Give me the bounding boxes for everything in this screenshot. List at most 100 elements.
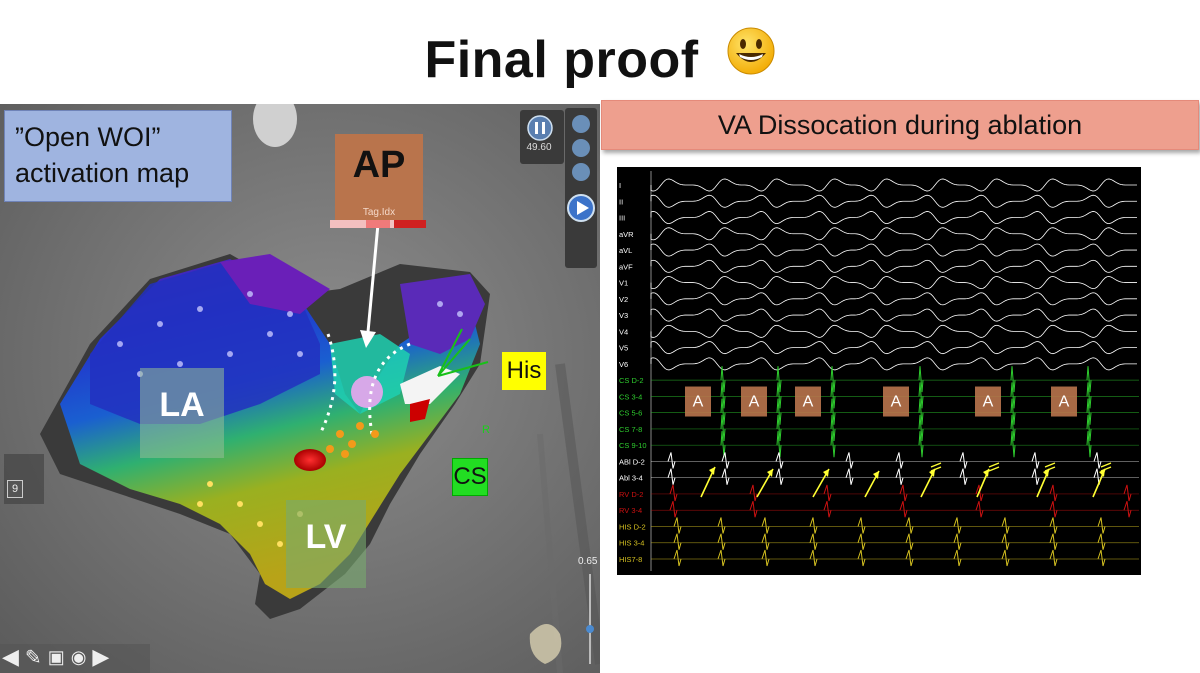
arrow-head <box>929 469 935 477</box>
egm-spike <box>809 517 818 534</box>
egm-spike <box>845 468 854 485</box>
egm-spike <box>1031 468 1040 485</box>
star-tool-icon[interactable] <box>572 162 592 182</box>
cs-spike <box>830 398 836 425</box>
cs-spike <box>720 414 726 441</box>
lead-label: V2 <box>619 295 628 304</box>
egm-spike <box>857 517 866 534</box>
egm-spike <box>749 484 758 502</box>
cs-spike <box>776 414 782 441</box>
lead-label: V1 <box>619 279 628 288</box>
ecg-trace <box>650 341 1137 355</box>
a-marker-box <box>741 386 767 417</box>
count-field[interactable]: 9 <box>7 480 23 498</box>
cs-spike <box>1010 382 1016 409</box>
cs-spike <box>1086 398 1092 425</box>
cs-spike <box>776 366 782 393</box>
a-marker-label: A <box>693 394 704 411</box>
cs-spike <box>720 382 726 409</box>
egm-spike <box>1097 533 1106 550</box>
egm-spike <box>1097 549 1106 567</box>
lead-label: III <box>619 214 625 223</box>
egm-spike <box>775 468 784 485</box>
cs-spike <box>1010 366 1016 393</box>
pen-icon[interactable]: ✎ <box>24 646 42 669</box>
egm-spike <box>761 533 770 550</box>
cs-spike <box>830 382 836 409</box>
block-mark <box>988 466 1000 472</box>
egm-spike <box>1001 533 1010 550</box>
lead-label: RV D-2 <box>619 490 643 499</box>
cs-spike <box>1010 414 1016 441</box>
egm-spike <box>761 549 770 567</box>
open-woi-label: ”Open WOI” activation map <box>4 110 232 202</box>
lead-label: V4 <box>619 327 628 336</box>
forward-arrow-icon[interactable]: ▶ <box>92 644 110 669</box>
a-marker-label: A <box>1059 394 1070 411</box>
lead-label: HIS7-8 <box>619 555 642 564</box>
activation-map-panel[interactable]: ”Open WOI” activation map AP Tag.Idx LA … <box>0 104 600 673</box>
lead-label: V3 <box>619 311 628 320</box>
back-arrow-icon[interactable]: ◀ <box>2 644 19 669</box>
pause-button[interactable] <box>526 112 554 140</box>
play-button[interactable] <box>568 192 596 222</box>
block-mark <box>930 462 942 468</box>
egm-spike <box>953 533 962 550</box>
egm-background <box>617 167 1141 575</box>
cs-spike <box>1010 431 1016 458</box>
cs-spike <box>1086 431 1092 458</box>
egm-spike <box>673 533 682 550</box>
more-icon[interactable]: ◉ <box>70 646 87 667</box>
egm-spike <box>1123 484 1132 502</box>
ecg-trace <box>650 227 1137 241</box>
cs-spike <box>776 431 782 458</box>
egm-spike <box>721 452 730 469</box>
cs-label: CS <box>452 458 488 496</box>
block-mark <box>1100 466 1112 472</box>
a-marker-label: A <box>983 394 994 411</box>
egm-spike <box>809 533 818 550</box>
ecg-trace <box>650 324 1137 338</box>
ecg-trace <box>650 357 1137 371</box>
woi-label-line2: activation map <box>15 158 190 188</box>
egm-spike <box>857 533 866 550</box>
egm-spike <box>895 468 904 485</box>
ecg-trace <box>650 211 1137 224</box>
ap-label-text: AP <box>352 144 406 186</box>
screen-icon[interactable]: ▣ <box>47 646 65 667</box>
cs-spike <box>830 414 836 441</box>
cs-spike <box>1086 414 1092 441</box>
cs-spike <box>918 414 924 441</box>
lead-label: ABl D-2 <box>619 457 645 466</box>
egm-spike <box>975 484 984 502</box>
egm-spike <box>1049 549 1058 567</box>
egm-spike <box>895 452 904 469</box>
lead-label: I <box>619 181 621 190</box>
lead-label: CS 7-8 <box>619 425 642 434</box>
lead-label: aVL <box>619 246 632 255</box>
egm-spike <box>857 549 866 567</box>
view-tool-icon[interactable] <box>572 114 592 134</box>
lead-label: HIS 3-4 <box>619 539 644 548</box>
egm-spike <box>905 549 914 567</box>
block-mark <box>1044 466 1056 472</box>
a-marker-label: A <box>891 394 902 411</box>
lead-label: CS 5-6 <box>619 409 642 418</box>
cs-spike <box>720 431 726 458</box>
arrow-head <box>1099 469 1105 477</box>
egm-spike <box>845 452 854 469</box>
a-marker-box <box>883 386 909 417</box>
egm-banner: VA Dissocation during ablation <box>601 100 1199 150</box>
egm-spike <box>669 484 678 502</box>
lead-label: HIS D-2 <box>619 522 646 531</box>
ecg-trace <box>650 308 1137 322</box>
lead-label: V6 <box>619 360 628 369</box>
smiley-icon <box>726 26 776 89</box>
egm-spike <box>1031 452 1040 469</box>
cs-spike <box>776 398 782 425</box>
arrow-head <box>983 469 989 477</box>
cs-spike <box>918 366 924 393</box>
egm-spike <box>1093 452 1102 469</box>
layer-tool-icon[interactable] <box>572 138 592 158</box>
egm-spike <box>721 468 730 485</box>
